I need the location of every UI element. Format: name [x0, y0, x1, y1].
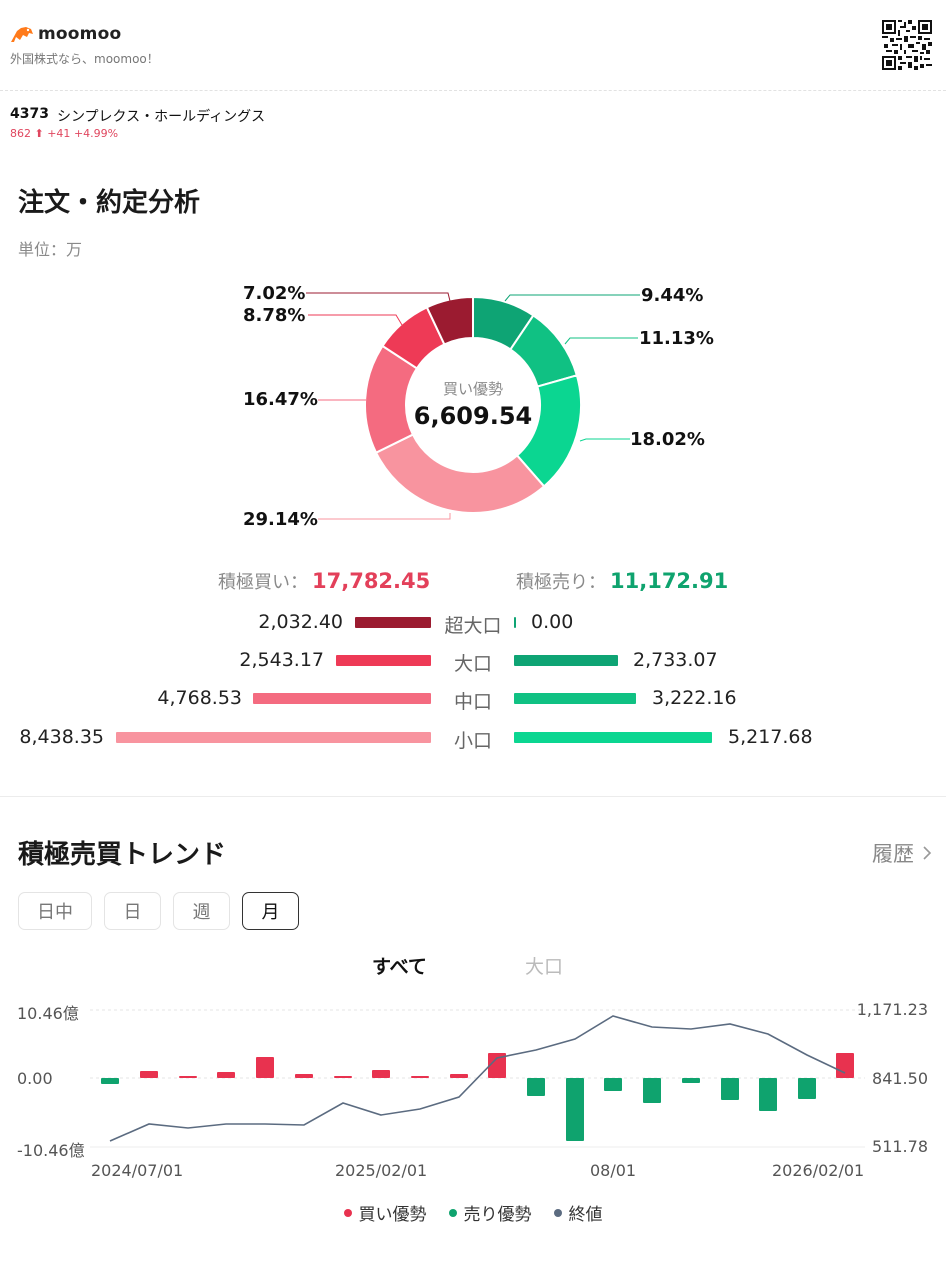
close-dot-icon — [553, 1208, 562, 1217]
donut-slice-buy-small — [374, 433, 546, 515]
pct-buy-xlarge: 7.02% — [243, 283, 306, 304]
tab-intraday[interactable]: 日中 — [18, 892, 92, 930]
tab-weekly[interactable]: 週 — [173, 892, 230, 930]
pct-sell-mid: 11.13% — [639, 328, 714, 349]
sell-dot-icon — [448, 1208, 457, 1217]
sell-large-bar — [514, 655, 618, 666]
category-mid: 中口 — [453, 691, 492, 713]
buy-mid-value: 4,768.53 — [157, 687, 242, 709]
arrow-up-icon: ⬆ — [34, 127, 44, 140]
stock-title: 4373 シンプレクス・ホールディングス — [10, 106, 265, 126]
donut-center-label: 買い優勢 — [442, 380, 503, 398]
legend-close[interactable]: 終値 — [553, 1200, 603, 1225]
donut-chart — [306, 292, 640, 520]
history-link[interactable]: 履歴 — [872, 838, 932, 868]
tagline: 外国株式なら、moomoo！ — [10, 52, 159, 66]
trend-bars — [101, 1053, 854, 1141]
x-tick-1: 2024/07/01 — [91, 1161, 184, 1180]
chevron-right-icon — [923, 846, 932, 860]
x-tick-3: 08/01 — [590, 1161, 637, 1180]
legend-sell-label: 売り優勢 — [463, 1205, 532, 1225]
right-axis-mid: 841.50 — [872, 1069, 928, 1088]
sell-large-value: 2,733.07 — [633, 649, 718, 671]
buy-mid-bar — [253, 693, 431, 704]
subtab-all[interactable]: すべて — [372, 956, 427, 978]
qr-code-icon[interactable] — [882, 20, 932, 70]
leader-line — [564, 337, 638, 345]
x-tick-4: 2026/02/01 — [772, 1161, 865, 1180]
pct-buy-large: 8.78% — [243, 305, 306, 326]
buy-xlarge-bar — [355, 617, 431, 628]
legend-buy[interactable]: 買い優勢 — [343, 1200, 427, 1225]
pct-sell-large: 9.44% — [641, 285, 704, 306]
unit-label: 単位：万 — [18, 240, 83, 259]
sell-xlarge-bar — [514, 617, 516, 628]
leader-line — [308, 314, 403, 326]
buy-summary-value: 17,782.45 — [312, 569, 431, 593]
sell-mid-value: 3,222.16 — [652, 687, 737, 709]
legend-close-label: 終値 — [568, 1205, 603, 1225]
buy-large-bar — [336, 655, 431, 666]
tab-monthly[interactable]: 月 — [242, 892, 299, 930]
right-axis-bottom: 511.78 — [872, 1137, 928, 1156]
stock-code: 4373 — [10, 106, 49, 122]
buy-dot-icon — [343, 1208, 352, 1217]
pct-buy-small: 29.14% — [243, 509, 318, 530]
sell-xlarge-value: 0.00 — [531, 611, 574, 633]
sell-summary-label: 積極売り： — [516, 572, 606, 593]
sell-summary-value: 11,172.91 — [610, 569, 729, 593]
left-axis-mid: 0.00 — [17, 1069, 53, 1088]
brand-name: moomoo — [38, 24, 122, 44]
order-analysis-title: 注文・約定分析 — [18, 188, 201, 218]
left-axis-bottom: -10.46億 — [17, 1141, 85, 1160]
moomoo-logo-icon — [11, 27, 33, 42]
buy-small-bar — [116, 732, 431, 743]
period-tabs: 日中 日 週 月 — [18, 892, 299, 930]
buy-xlarge-value: 2,032.40 — [258, 611, 343, 633]
chart-legend: 買い優勢 売り優勢 終値 — [0, 1200, 946, 1225]
buy-summary: 積極買い： 17,782.45 — [218, 568, 430, 594]
stock-change-pct: +4.99% — [73, 127, 119, 140]
history-label: 履歴 — [872, 842, 914, 866]
left-axis-top: 10.46億 — [17, 1004, 79, 1023]
sell-small-bar — [514, 732, 712, 743]
stock-name: シンプレクス・ホールディングス — [56, 109, 266, 125]
close-price-line — [109, 1015, 846, 1142]
tab-daily[interactable]: 日 — [104, 892, 161, 930]
sell-summary: 積極売り： 11,172.91 — [516, 568, 728, 594]
x-tick-2: 2025/02/01 — [335, 1161, 428, 1180]
brand-logo[interactable]: moomoo — [10, 24, 121, 44]
category-xlarge: 超大口 — [444, 615, 502, 637]
buy-summary-label: 積極買い： — [218, 572, 308, 593]
stock-quote: 862 ⬆ +41 +4.99% — [10, 127, 118, 140]
stock-change: +41 — [47, 127, 71, 140]
leader-line — [579, 438, 630, 442]
donut-slice-buy-xlarge — [425, 295, 474, 346]
leader-line — [306, 292, 451, 302]
buy-small-value: 8,438.35 — [19, 726, 104, 748]
sell-small-value: 5,217.68 — [728, 726, 813, 748]
legend-sell[interactable]: 売り優勢 — [448, 1200, 532, 1225]
donut-center-value: 6,609.54 — [413, 402, 533, 430]
stock-price: 862 — [10, 127, 31, 140]
header-divider — [0, 90, 946, 91]
section-divider — [0, 796, 946, 797]
legend-buy-label: 買い優勢 — [358, 1205, 427, 1225]
leader-line — [504, 294, 640, 302]
category-small: 小口 — [453, 730, 492, 752]
pct-buy-mid: 16.47% — [243, 389, 318, 410]
category-large: 大口 — [453, 653, 492, 675]
pct-sell-small: 18.02% — [630, 429, 705, 450]
right-axis-top: 1,171.23 — [856, 1000, 928, 1019]
trend-title: 積極売買トレンド — [18, 840, 227, 870]
trend-chart — [90, 1009, 865, 1148]
buy-large-value: 2,543.17 — [239, 649, 324, 671]
subtab-large[interactable]: 大口 — [525, 956, 564, 978]
sell-mid-bar — [514, 693, 636, 704]
leader-line — [318, 513, 451, 520]
